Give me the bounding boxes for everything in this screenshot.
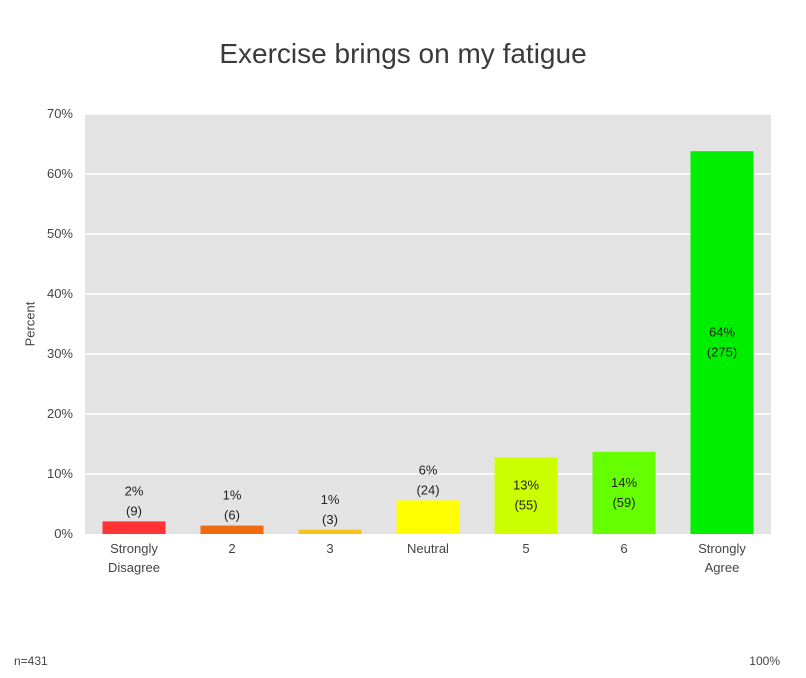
bar (592, 451, 656, 534)
bar-count-label: (9) (126, 503, 142, 518)
bar (298, 529, 362, 534)
bar (494, 457, 558, 534)
chart-title: Exercise brings on my fatigue (219, 38, 587, 69)
y-tick-label: 50% (47, 226, 73, 241)
bar-count-label: (55) (514, 498, 537, 513)
total-percent-label: 100% (749, 654, 780, 668)
bar-percent-label: 2% (125, 483, 144, 498)
y-tick-label: 20% (47, 406, 73, 421)
bar-count-label: (3) (322, 512, 338, 527)
y-tick-label: 70% (47, 106, 73, 121)
bar (102, 521, 166, 534)
bar-count-label: (24) (416, 482, 439, 497)
x-tick-label: 6 (620, 541, 627, 556)
y-tick-label: 10% (47, 466, 73, 481)
bar-percent-label: 1% (321, 492, 340, 507)
x-tick-label: 2 (228, 541, 235, 556)
plot-area (85, 114, 771, 534)
x-tick-label: Strongly Agree (698, 541, 746, 575)
bar-count-label: (59) (612, 495, 635, 510)
bar-count-label: (6) (224, 508, 240, 523)
bar-percent-label: 6% (419, 462, 438, 477)
x-tick-label: Neutral (407, 541, 449, 556)
bar-percent-label: 1% (223, 488, 242, 503)
bar (690, 151, 754, 534)
x-tick-label: Strongly Disagree (108, 541, 160, 575)
bar-percent-label: 64% (709, 325, 735, 340)
bar (396, 500, 460, 534)
bar-percent-label: 14% (611, 475, 637, 490)
y-tick-label: 60% (47, 166, 73, 181)
bar-count-label: (275) (707, 345, 737, 360)
bar (200, 525, 264, 534)
y-tick-label: 30% (47, 346, 73, 361)
x-tick-label: 3 (326, 541, 333, 556)
y-tick-label: 0% (54, 526, 73, 541)
bar-percent-label: 13% (513, 478, 539, 493)
y-tick-label: 40% (47, 286, 73, 301)
x-tick-label: 5 (522, 541, 529, 556)
sample-size-label: n=431 (14, 654, 48, 668)
